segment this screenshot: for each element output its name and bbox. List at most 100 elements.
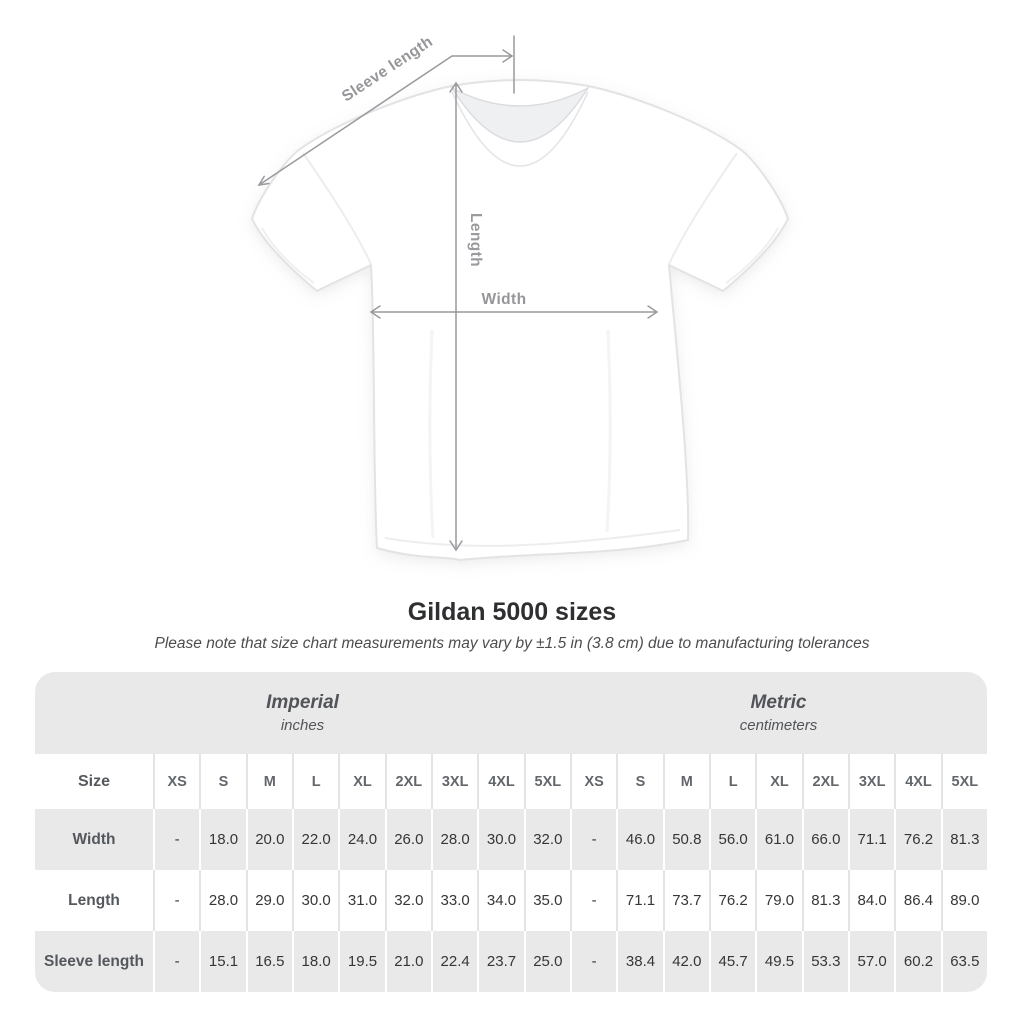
table-cell: 32.0 — [384, 870, 431, 931]
table-cell: M — [245, 754, 292, 809]
table-cell: 16.5 — [245, 931, 292, 992]
table-cell: 30.0 — [291, 870, 338, 931]
table-cell: 5XL — [523, 754, 570, 809]
table-cell: 63.5 — [940, 931, 987, 992]
table-cell: 57.0 — [847, 931, 894, 992]
table-cell: 56.0 — [708, 809, 755, 870]
table-cell: S — [616, 754, 662, 809]
table-cell: 34.0 — [477, 870, 523, 931]
table-cell: L — [708, 754, 755, 809]
table-cell: 26.0 — [384, 809, 431, 870]
table-cell: 35.0 — [523, 870, 570, 931]
table-cell: 81.3 — [940, 809, 987, 870]
table-cell: 53.3 — [801, 931, 848, 992]
table-cell: 31.0 — [338, 870, 384, 931]
table-cell: 33.0 — [430, 870, 477, 931]
table-cell: - — [569, 870, 616, 931]
title-block: Gildan 5000 sizes Please note that size … — [0, 598, 1024, 653]
table-cell: 3XL — [847, 754, 894, 809]
table-cell: 5XL — [940, 754, 987, 809]
table-cell: S — [199, 754, 245, 809]
row-label: Length — [68, 891, 120, 909]
imperial-label: Imperial — [266, 692, 339, 713]
length-arrow — [449, 81, 463, 552]
table-body: Size XS S M L XL 2XL 3XL 4XL 5XL XS S M L XL 2XL 3XL 4XL 5… — [35, 754, 987, 992]
table-cell: - — [569, 931, 616, 992]
table-cell: 22.4 — [430, 931, 477, 992]
row-label: Width — [72, 830, 116, 848]
table-cell: 76.2 — [894, 809, 940, 870]
row-label: Size — [77, 772, 110, 790]
table-cell: 49.5 — [755, 931, 801, 992]
table-cell: 23.7 — [477, 931, 523, 992]
data-row-width: Width -18.0 20.0 22.0 24.0 26.0 28.0 30.0 32.0-4… — [35, 809, 987, 870]
table-cell: 61.0 — [755, 809, 801, 870]
table-cell: L — [291, 754, 338, 809]
table-cell: 4XL — [894, 754, 940, 809]
imperial-unit-label: inches — [280, 717, 325, 734]
table-cell: 29.0 — [245, 870, 292, 931]
table-cell: 71.1 — [847, 809, 894, 870]
tshirt-diagram: Sleeve length Length Width — [251, 33, 789, 561]
table-cell: 73.7 — [662, 870, 709, 931]
table-cell: - — [569, 809, 616, 870]
table-cell: XS — [153, 754, 199, 809]
table-cell: 28.0 — [199, 870, 245, 931]
table-cell: - — [153, 931, 199, 992]
table-cell: XL — [755, 754, 801, 809]
table-cell: 3XL — [430, 754, 477, 809]
tshirt-shape — [251, 79, 789, 561]
table-cell: - — [153, 870, 199, 931]
table-cell: - — [153, 809, 199, 870]
metric-group-header: Metric centimeters — [570, 672, 987, 754]
metric-unit-label: centimeters — [739, 717, 818, 734]
width-arrow — [369, 305, 659, 319]
table-cell: 2XL — [801, 754, 848, 809]
table-cell: 15.1 — [199, 931, 245, 992]
table-cell: XS — [569, 754, 616, 809]
table-cell: 4XL — [477, 754, 523, 809]
table-cell: M — [662, 754, 709, 809]
table-cell: 21.0 — [384, 931, 431, 992]
table-cell: 66.0 — [801, 809, 848, 870]
table-cell: 28.0 — [430, 809, 477, 870]
table-cell: 71.1 — [616, 870, 662, 931]
units-header-row: Imperial inches Metric centimeters — [35, 672, 987, 754]
sleeve-length-arrow — [257, 35, 515, 186]
table-cell: 32.0 — [523, 809, 570, 870]
table-cell: 38.4 — [616, 931, 662, 992]
size-table: Imperial inches Metric centimeters Size X… — [35, 672, 987, 992]
table-cell: 60.2 — [894, 931, 940, 992]
length-label: Length — [467, 213, 484, 267]
table-cell: 79.0 — [755, 870, 801, 931]
table-cell: 81.3 — [801, 870, 848, 931]
table-cell: 86.4 — [894, 870, 940, 931]
data-row-sleeve-length: Sleeve length -15.1 16.5 18.0 19.5 21.0 22.4 23… — [35, 931, 987, 992]
table-cell: XL — [338, 754, 384, 809]
table-cell: 24.0 — [338, 809, 384, 870]
imperial-group-header: Imperial inches — [35, 672, 570, 754]
table-cell: 19.5 — [338, 931, 384, 992]
table-cell: 30.0 — [477, 809, 523, 870]
table-cell: 76.2 — [708, 870, 755, 931]
table-cell: 2XL — [384, 754, 431, 809]
table-cell: 46.0 — [616, 809, 662, 870]
table-cell: 22.0 — [291, 809, 338, 870]
table-cell: 42.0 — [662, 931, 709, 992]
metric-label: Metric — [750, 692, 807, 713]
page-title: Gildan 5000 sizes — [407, 598, 617, 626]
row-label: Sleeve length — [44, 952, 144, 970]
table-cell: 18.0 — [291, 931, 338, 992]
table-cell: 89.0 — [940, 870, 987, 931]
data-row-length: Length -28.0 29.0 30.0 31.0 32.0 33.0 34.0 35.0-… — [35, 870, 987, 931]
table-cell: 18.0 — [199, 809, 245, 870]
tolerance-note: Please note that size chart measurements… — [154, 635, 870, 652]
collar — [449, 86, 591, 143]
width-label: Width — [482, 291, 527, 308]
table-cell: 45.7 — [708, 931, 755, 992]
size-header-row: Size XS S M L XL 2XL 3XL 4XL 5XL XS S M L XL 2XL 3XL 4XL 5… — [35, 754, 987, 809]
table-cell: 20.0 — [245, 809, 292, 870]
table-cell: 25.0 — [523, 931, 570, 992]
table-cell: 50.8 — [662, 809, 709, 870]
